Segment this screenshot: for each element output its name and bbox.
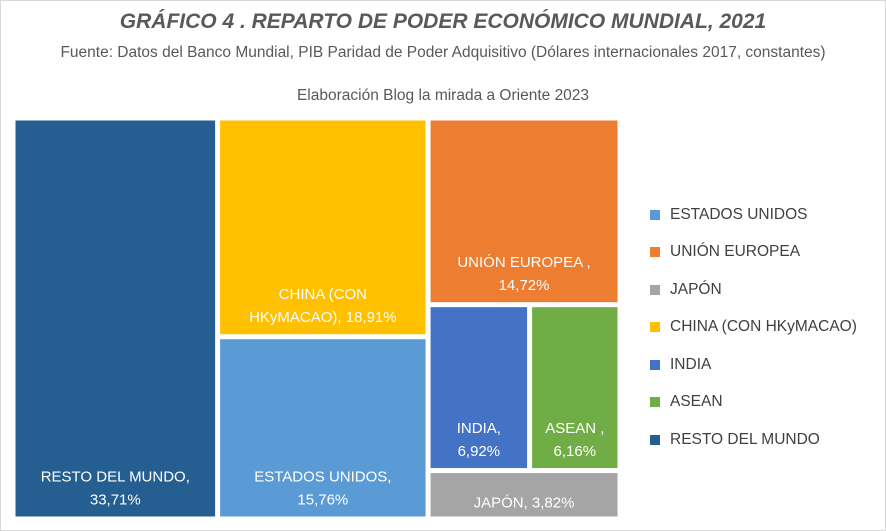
legend-swatch-estados-unidos — [650, 209, 660, 220]
tile-union-europea: UNIÓN EUROPEA , 14,72% — [430, 120, 618, 303]
tile-label-asean-value: 6,16% — [554, 443, 597, 460]
tile-label-resto-del-mundo-value: 33,71% — [90, 492, 141, 509]
chart-title: GRÁFICO 4 . REPARTO DE PODER ECONÓMICO M… — [119, 10, 767, 33]
legend-item-resto-del-mundo: RESTO DEL MUNDO — [650, 421, 857, 459]
tile-label-estados-unidos-value: 15,76% — [297, 492, 348, 509]
legend: ESTADOS UNIDOS UNIÓN EUROPEA JAPÓN CHINA (C… — [650, 196, 857, 459]
legend-swatch-japon — [650, 284, 660, 295]
tile-label-india-value: 6,92% — [458, 443, 501, 460]
tile-rect-estados-unidos — [220, 339, 426, 517]
tile-rect-resto-del-mundo — [15, 120, 216, 517]
legend-label-china-con-hkymacao: CHINA (CON HKyMACAO) — [670, 318, 857, 336]
legend-label-asean: ASEAN — [670, 393, 723, 411]
legend-item-estados-unidos: ESTADOS UNIDOS — [650, 196, 857, 234]
chart-subtitle-source: Fuente: Datos del Banco Mundial, PIB Par… — [60, 44, 826, 61]
tile-label-resto-del-mundo: RESTO DEL MUNDO, — [41, 469, 190, 486]
tile-rect-japon — [430, 473, 618, 517]
legend-item-india: INDIA — [650, 346, 857, 384]
tile-label-india: INDIA, — [457, 420, 501, 437]
tile-estados-unidos: ESTADOS UNIDOS, 15,76% — [220, 339, 426, 517]
tile-india: INDIA, 6,92% — [430, 307, 528, 469]
tile-rect-union-europea — [430, 120, 618, 303]
legend-label-resto-del-mundo: RESTO DEL MUNDO — [670, 430, 820, 448]
tile-label-union-europea: UNIÓN EUROPEA , — [457, 254, 590, 271]
tile-resto-del-mundo: RESTO DEL MUNDO, 33,71% — [15, 120, 216, 517]
legend-item-china-con-hkymacao: CHINA (CON HKyMACAO) — [650, 309, 857, 347]
tile-japon: JAPÓN, 3,82% — [430, 473, 618, 517]
legend-label-japon: JAPÓN — [670, 280, 722, 298]
legend-item-japon: JAPÓN — [650, 271, 857, 309]
legend-swatch-china-con-hkymacao — [650, 322, 660, 333]
legend-swatch-resto-del-mundo — [650, 434, 660, 445]
tile-asean: ASEAN , 6,16% — [532, 307, 618, 469]
chart-subtitle-credit: Elaboración Blog la mirada a Oriente 202… — [296, 87, 590, 104]
tile-label-china-con-hkymacao: CHINA (CON — [279, 286, 367, 303]
legend-label-india: INDIA — [670, 355, 712, 373]
legend-item-asean: ASEAN — [650, 384, 857, 422]
tile-label-union-europea-value: 14,72% — [499, 277, 550, 294]
tile-label-estados-unidos: ESTADOS UNIDOS, — [254, 469, 391, 486]
tile-label-asean: ASEAN , — [545, 420, 604, 437]
legend-item-union-europea: UNIÓN EUROPEA — [650, 234, 857, 272]
legend-label-union-europea: UNIÓN EUROPEA — [670, 243, 801, 261]
tile-rect-china-con-hkymacao — [220, 120, 426, 335]
tile-rect-asean — [532, 307, 618, 469]
tile-label-japon: JAPÓN, 3,82% — [474, 495, 575, 512]
tile-china-con-hkymacao: CHINA (CON HKyMACAO), 18,91% — [220, 120, 426, 335]
tile-rect-india — [430, 307, 528, 469]
legend-label-estados-unidos: ESTADOS UNIDOS — [670, 205, 808, 223]
legend-swatch-india — [650, 359, 660, 370]
tile-label-china-con-hkymacao-value: HKyMACAO), 18,91% — [249, 309, 397, 326]
legend-swatch-asean — [650, 397, 660, 408]
legend-swatch-union-europea — [650, 247, 660, 258]
